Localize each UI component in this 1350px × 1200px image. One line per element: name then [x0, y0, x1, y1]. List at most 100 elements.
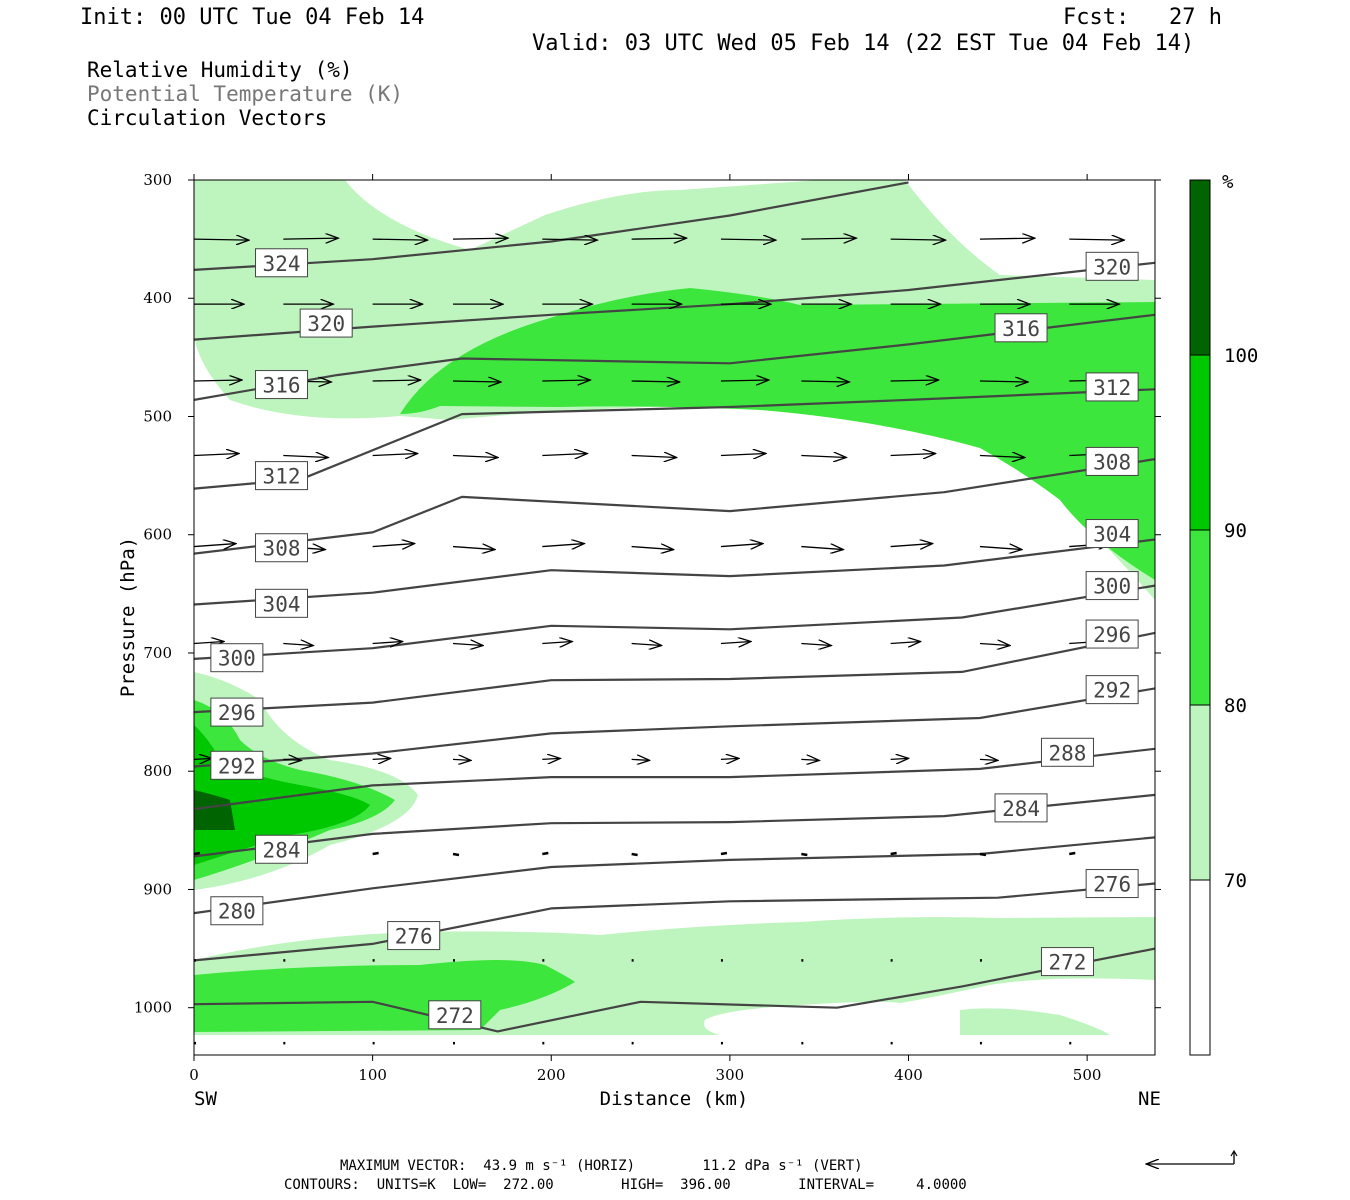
colorbar-segment	[1190, 180, 1210, 355]
circulation-vector	[452, 759, 471, 760]
circulation-vector	[452, 547, 495, 550]
svg-text:300: 300	[218, 647, 256, 671]
x-axis: 0 100 200 300 400 500	[189, 174, 1101, 1084]
circulation-vector	[979, 759, 998, 760]
circulation-vector	[720, 380, 769, 381]
contour-label-292: 292	[210, 750, 264, 780]
circulation-vector	[452, 852, 460, 857]
circulation-vector	[194, 380, 242, 381]
svg-text:320: 320	[1093, 255, 1131, 279]
circulation-vector	[890, 544, 933, 547]
circulation-vector	[542, 758, 560, 759]
y-tick-label: 900	[143, 880, 172, 898]
circulation-vector	[542, 454, 587, 456]
theta-contour-280	[194, 836, 1155, 915]
circulation-vector	[542, 239, 597, 240]
circulation-vector	[631, 852, 638, 857]
circulation-vector	[372, 380, 421, 381]
svg-text:316: 316	[263, 374, 301, 398]
x-axis-ne-label: NE	[1138, 1088, 1161, 1110]
contour-label-272: 272	[1040, 947, 1094, 977]
contour-label-304: 304	[1085, 519, 1139, 549]
contour-label-276: 276	[1085, 869, 1139, 899]
circulation-vector	[890, 454, 936, 456]
rh-100-band-lowleft	[194, 790, 235, 830]
svg-text:292: 292	[218, 754, 256, 778]
circulation-vector	[979, 238, 1035, 239]
circulation-vector	[720, 851, 728, 856]
colorbar-segment	[1190, 705, 1210, 880]
contour-label-320: 320	[1085, 251, 1139, 281]
valid-time: Valid: 03 UTC Wed 05 Feb 14 (22 EST Tue …	[532, 31, 1195, 56]
reference-vector	[1146, 1149, 1238, 1164]
contour-label-284: 284	[994, 793, 1048, 823]
contour-label-320: 320	[299, 308, 353, 338]
y-tick-label: 700	[143, 644, 172, 662]
circulation-vector	[801, 759, 819, 760]
forecast-hour: Fcst: 27 h	[1063, 5, 1222, 30]
circulation-vector	[542, 380, 590, 381]
theta-contour-304	[194, 538, 1155, 606]
y-tick-label: 400	[143, 289, 172, 307]
theta-contour-284	[194, 793, 1155, 858]
rh-colorbar: 100 90 80 70	[1189, 179, 1258, 1056]
contour-label-272: 272	[428, 1000, 482, 1030]
circulation-vector	[1069, 239, 1124, 240]
contour-label-292: 292	[1085, 675, 1139, 705]
circulation-vector	[801, 238, 856, 239]
circulation-vector	[801, 644, 831, 646]
circulation-vector	[631, 381, 680, 382]
contour-label-300: 300	[210, 643, 264, 673]
svg-text:312: 312	[263, 465, 301, 489]
circulation-vector	[631, 547, 674, 550]
x-tick-label: 300	[716, 1066, 745, 1084]
contour-label-312: 312	[1085, 372, 1139, 402]
colorbar-label: 80	[1224, 695, 1247, 717]
svg-text:296: 296	[218, 701, 256, 725]
svg-text:308: 308	[1093, 450, 1131, 474]
circulation-vector	[194, 239, 249, 240]
circulation-vector	[979, 456, 1025, 458]
circulation-vector	[283, 759, 301, 760]
theta-contour-296	[194, 631, 1155, 714]
svg-text:292: 292	[1093, 679, 1131, 703]
x-axis-sw-label: SW	[194, 1088, 217, 1110]
circulation-vector	[372, 239, 428, 240]
contour-label-324: 324	[255, 248, 309, 278]
circulation-vector	[720, 239, 776, 240]
legend-potential-temperature: Potential Temperature (K)	[87, 82, 404, 106]
theta-contour-292	[194, 687, 1155, 768]
theta-contour-316	[194, 313, 1155, 401]
circulation-vector	[979, 547, 1022, 550]
contour-label-280: 280	[210, 896, 264, 926]
circulation-vector	[801, 456, 846, 458]
svg-text:320: 320	[307, 312, 345, 336]
theta-contour-308	[194, 458, 1155, 555]
contour-label-316: 316	[994, 313, 1048, 343]
theta-contours	[194, 181, 1155, 1033]
contour-label-288: 288	[1040, 737, 1094, 767]
circulation-vector	[452, 238, 508, 239]
svg-text:316: 316	[1002, 317, 1040, 341]
circulation-vector	[542, 851, 549, 856]
svg-text:288: 288	[1049, 741, 1087, 765]
svg-text:300: 300	[1093, 575, 1131, 599]
colorbar-segment	[1190, 355, 1210, 530]
svg-text:272: 272	[436, 1004, 474, 1028]
circulation-vector	[979, 381, 1028, 382]
y-axis-label: Pressure (hPa)	[117, 537, 139, 697]
theta-contour-288	[194, 747, 1155, 811]
footer-max-vector: MAXIMUM VECTOR: 43.9 m s⁻¹ (HORIZ) 11.2 …	[340, 1158, 863, 1174]
svg-text:276: 276	[1093, 873, 1131, 897]
x-tick-label: 500	[1073, 1066, 1102, 1084]
svg-text:296: 296	[1093, 623, 1131, 647]
circulation-vector	[372, 544, 415, 547]
theta-contour-272	[194, 947, 1155, 1033]
colorbar-label: 70	[1224, 870, 1247, 892]
legend-relative-humidity: Relative Humidity (%)	[87, 58, 353, 82]
svg-text:324: 324	[263, 252, 301, 276]
colorbar-label: 90	[1224, 520, 1247, 542]
circulation-vector	[631, 238, 687, 239]
theta-contour-276	[194, 882, 1155, 962]
y-tick-label: 300	[143, 171, 172, 189]
